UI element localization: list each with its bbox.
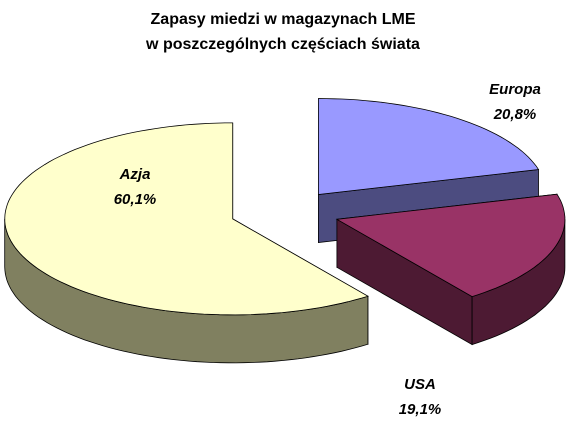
slice-value-label: 20,8% xyxy=(493,106,537,123)
slice-label: Europa xyxy=(489,81,541,98)
chart-title: w poszczególnych częściach świata xyxy=(145,36,420,53)
chart-title: Zapasy miedzi w magazynach LME xyxy=(151,11,416,28)
slice-label: Azja xyxy=(119,166,151,183)
slice xyxy=(4,122,369,316)
slice-value-label: 60,1% xyxy=(114,191,157,208)
slice-label: USA xyxy=(404,376,436,393)
slice-value-label: 19,1% xyxy=(399,401,442,418)
slice xyxy=(335,193,566,298)
slice xyxy=(318,98,540,195)
